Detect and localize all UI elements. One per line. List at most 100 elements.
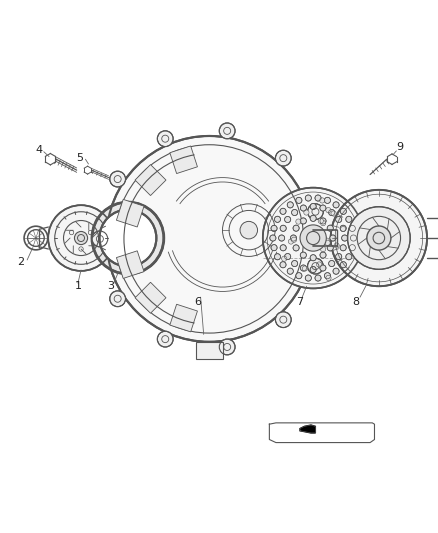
Circle shape [321, 221, 326, 226]
Circle shape [333, 202, 339, 208]
Circle shape [275, 254, 281, 260]
Circle shape [296, 197, 302, 204]
Circle shape [219, 339, 235, 355]
Circle shape [315, 275, 321, 281]
Polygon shape [135, 282, 166, 313]
Circle shape [305, 275, 311, 281]
Circle shape [288, 239, 293, 244]
Circle shape [48, 205, 114, 271]
Circle shape [367, 226, 391, 250]
Circle shape [219, 123, 235, 139]
Circle shape [320, 265, 326, 271]
Circle shape [92, 231, 108, 247]
Circle shape [275, 216, 281, 222]
Circle shape [349, 225, 355, 231]
Circle shape [310, 204, 316, 209]
Circle shape [330, 235, 336, 241]
Circle shape [240, 221, 258, 239]
Polygon shape [170, 304, 198, 332]
Circle shape [328, 209, 335, 215]
Circle shape [321, 247, 326, 252]
Text: 9: 9 [396, 142, 403, 152]
Circle shape [302, 266, 307, 271]
Text: 1: 1 [74, 281, 81, 291]
Circle shape [293, 245, 299, 251]
Circle shape [326, 207, 331, 213]
Circle shape [287, 268, 293, 274]
Circle shape [282, 256, 287, 261]
Circle shape [334, 243, 339, 248]
Circle shape [287, 202, 293, 208]
Circle shape [296, 273, 302, 279]
Circle shape [324, 238, 329, 243]
Circle shape [271, 245, 277, 251]
Circle shape [271, 225, 277, 231]
Circle shape [350, 235, 357, 241]
Circle shape [340, 208, 346, 214]
Circle shape [336, 216, 342, 223]
Text: 7: 7 [296, 296, 303, 306]
Circle shape [320, 218, 326, 224]
Circle shape [285, 254, 291, 260]
Circle shape [342, 235, 348, 241]
Circle shape [346, 216, 352, 222]
Circle shape [328, 261, 335, 266]
Polygon shape [170, 146, 198, 174]
Text: 6: 6 [194, 296, 201, 306]
Circle shape [307, 259, 323, 274]
Circle shape [99, 209, 156, 266]
Circle shape [349, 245, 355, 251]
Circle shape [292, 209, 298, 215]
Circle shape [320, 205, 326, 211]
Circle shape [307, 204, 323, 220]
Circle shape [340, 262, 346, 268]
Circle shape [290, 235, 297, 241]
Circle shape [280, 225, 286, 231]
Polygon shape [135, 165, 166, 196]
Circle shape [110, 291, 126, 306]
Circle shape [304, 210, 309, 215]
Circle shape [327, 245, 333, 251]
Circle shape [331, 190, 427, 286]
Circle shape [157, 131, 173, 147]
Circle shape [300, 252, 306, 258]
Circle shape [292, 261, 298, 266]
Text: 8: 8 [352, 296, 359, 306]
Polygon shape [117, 251, 144, 278]
Circle shape [280, 245, 286, 251]
Circle shape [300, 225, 326, 251]
Polygon shape [117, 199, 144, 227]
Text: 3: 3 [107, 281, 114, 291]
Circle shape [336, 254, 342, 260]
Circle shape [347, 207, 410, 269]
Circle shape [300, 205, 307, 211]
Circle shape [318, 219, 323, 223]
Circle shape [270, 235, 276, 241]
Circle shape [325, 240, 330, 245]
Circle shape [346, 254, 352, 260]
Circle shape [279, 235, 285, 241]
Circle shape [280, 208, 286, 214]
Circle shape [327, 225, 333, 231]
Circle shape [325, 197, 331, 204]
Circle shape [263, 188, 364, 288]
Circle shape [276, 312, 291, 328]
Circle shape [280, 262, 286, 268]
Circle shape [285, 216, 291, 223]
Bar [196, 342, 223, 359]
Circle shape [305, 195, 311, 201]
Polygon shape [300, 425, 315, 433]
Circle shape [276, 150, 291, 166]
Circle shape [326, 276, 331, 280]
Circle shape [157, 331, 173, 347]
Circle shape [340, 225, 346, 231]
Circle shape [325, 273, 331, 279]
Circle shape [333, 268, 339, 274]
Circle shape [300, 265, 307, 271]
Circle shape [296, 219, 301, 224]
Circle shape [340, 245, 346, 251]
Circle shape [320, 252, 326, 258]
Circle shape [331, 211, 336, 216]
Text: 4: 4 [36, 145, 43, 155]
Circle shape [310, 215, 316, 221]
